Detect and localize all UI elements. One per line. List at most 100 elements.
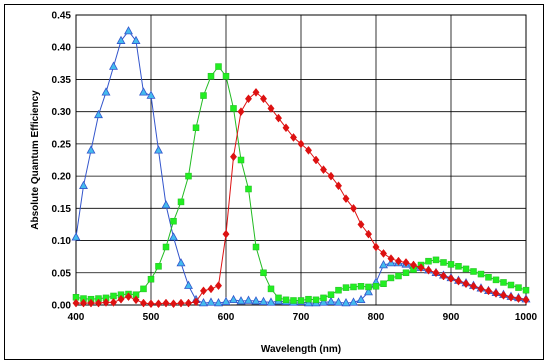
y-axis-label: Absolute Quantum Efficiency [30, 90, 41, 230]
data-point [447, 261, 455, 268]
data-point [334, 297, 343, 306]
data-point [395, 272, 402, 280]
data-point [236, 296, 246, 305]
data-point [469, 281, 478, 291]
x-axis-label: Wavelength (nm) [261, 344, 341, 355]
data-point [282, 296, 290, 304]
data-point [244, 295, 253, 304]
data-point [147, 299, 155, 309]
data-point [372, 242, 380, 252]
x-tick-label: 400 [68, 312, 85, 323]
data-point [71, 232, 81, 241]
data-point [162, 243, 170, 251]
data-point [439, 271, 448, 281]
y-tick-label: 0.05 [52, 268, 72, 279]
x-tick-label: 900 [443, 312, 460, 323]
data-point [364, 229, 373, 239]
data-point [515, 284, 522, 291]
data-point [335, 286, 342, 294]
data-point [102, 298, 110, 307]
data-point [199, 286, 208, 296]
data-point [394, 256, 403, 266]
data-point [229, 152, 238, 162]
x-tick-label: 500 [143, 312, 160, 323]
data-point [146, 90, 156, 99]
y-tick-label: 0.15 [52, 204, 72, 215]
data-point [116, 35, 126, 44]
data-point [522, 286, 530, 294]
data-point [169, 299, 178, 309]
data-point [161, 200, 171, 209]
data-point [101, 87, 111, 96]
data-point [176, 258, 186, 267]
data-point [290, 297, 297, 304]
data-point [462, 265, 470, 273]
data-point [319, 165, 328, 175]
data-point [215, 63, 222, 70]
data-point [267, 104, 275, 113]
data-point [274, 113, 283, 123]
y-tick-label: 0.35 [52, 75, 72, 86]
data-point [94, 109, 103, 119]
data-point [477, 270, 485, 278]
data-point [297, 297, 305, 304]
data-point [184, 280, 193, 289]
data-point [432, 268, 440, 278]
data-point [507, 281, 515, 289]
data-point [327, 171, 335, 181]
data-point [266, 297, 276, 306]
data-point [139, 298, 148, 308]
data-point [342, 284, 350, 291]
data-point [350, 283, 357, 291]
y-tick-label: 0.45 [52, 11, 72, 22]
data-point [117, 294, 125, 304]
data-point [387, 254, 395, 264]
x-tick-label: 700 [293, 312, 310, 323]
data-point [169, 232, 178, 241]
data-point [79, 298, 88, 308]
data-point [229, 294, 238, 304]
data-point [312, 296, 320, 304]
data-point [109, 61, 118, 70]
data-point [327, 291, 335, 298]
data-point [222, 229, 230, 239]
data-point [387, 274, 395, 282]
data-point [455, 263, 462, 270]
data-point [132, 295, 140, 305]
data-point [470, 268, 477, 275]
data-point [207, 284, 215, 294]
data-point [154, 145, 163, 154]
data-point [485, 274, 492, 281]
data-point [380, 280, 387, 287]
data-point [237, 156, 245, 164]
data-point [424, 265, 433, 275]
data-point [432, 256, 440, 264]
data-point [192, 297, 200, 307]
data-point [72, 298, 80, 308]
data-point [409, 260, 418, 270]
data-point [349, 297, 358, 306]
y-tick-label: 0.00 [52, 301, 72, 312]
data-point [260, 269, 267, 277]
data-point [170, 217, 177, 225]
x-tick-label: 600 [218, 312, 235, 323]
data-point [214, 298, 223, 307]
data-point [454, 276, 463, 286]
series-3 [72, 87, 530, 309]
y-tick-label: 0.10 [52, 236, 72, 247]
data-point [199, 298, 208, 307]
data-point [177, 298, 185, 308]
y-tick-label: 0.40 [52, 43, 72, 54]
series-group [71, 26, 531, 309]
data-point [147, 275, 155, 283]
data-point [214, 281, 223, 291]
x-axis-ticks: 400 500 600 700 800 900 1000 [68, 312, 538, 323]
data-point [221, 296, 231, 305]
data-point [357, 283, 365, 290]
data-point [94, 298, 103, 308]
x-tick-label: 800 [368, 312, 385, 323]
data-point [139, 87, 148, 96]
data-point [326, 296, 336, 305]
data-point [342, 194, 350, 204]
data-point [341, 298, 351, 307]
